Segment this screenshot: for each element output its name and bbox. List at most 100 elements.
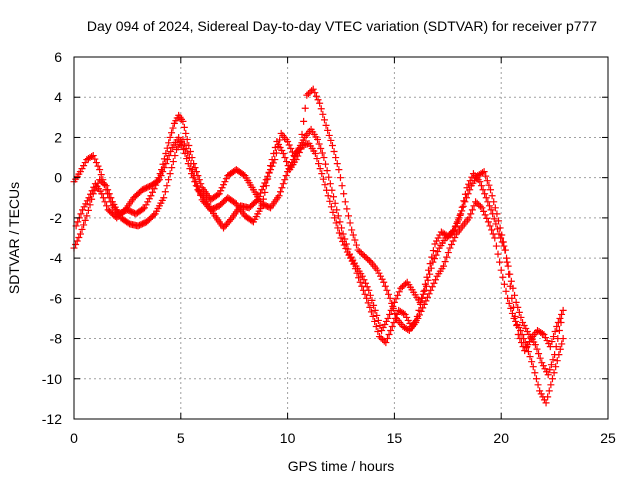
data-point-marker [491, 234, 499, 242]
data-point-marker [99, 179, 107, 187]
data-point-marker [479, 169, 487, 177]
data-point-marker [343, 248, 351, 256]
data-point-marker [521, 347, 529, 355]
data-point-marker [507, 277, 515, 285]
data-point-marker [79, 206, 87, 214]
data-point-marker [296, 144, 304, 151]
data-point-marker [558, 310, 566, 318]
data-point-marker [326, 180, 334, 188]
data-point-marker [415, 306, 423, 314]
data-point-marker [272, 149, 280, 157]
data-point-marker [353, 269, 361, 277]
data-point-marker [473, 199, 481, 207]
data-point-marker [139, 205, 147, 213]
data-point-marker [191, 178, 199, 186]
data-point-marker [77, 210, 85, 218]
data-point-marker [167, 148, 175, 156]
data-point-marker [401, 310, 409, 318]
data-point-marker [331, 214, 339, 222]
data-point-marker [165, 176, 173, 184]
data-point-marker [255, 192, 263, 200]
data-point-marker [500, 280, 508, 288]
data-point-marker [451, 233, 459, 241]
data-point-marker [476, 178, 484, 186]
data-point-marker [74, 218, 82, 226]
data-point-marker [159, 168, 167, 176]
data-point-marker [283, 158, 291, 166]
data-point-marker [87, 190, 95, 198]
data-point-marker [192, 182, 200, 190]
data-point-marker [422, 297, 430, 305]
data-point-marker [330, 193, 338, 201]
data-point-marker [502, 287, 510, 295]
y-tick-label: 0 [54, 170, 62, 186]
data-point-marker [555, 351, 563, 359]
data-point-marker [349, 231, 357, 239]
data-point-marker [214, 191, 222, 199]
data-point-marker [381, 320, 389, 328]
y-axis-label: SDTVAR / TECUs [6, 182, 22, 294]
data-point-marker [105, 190, 113, 198]
data-point-marker [503, 258, 511, 266]
data-point-marker [140, 204, 148, 212]
data-point-marker [364, 255, 372, 263]
data-point-marker [298, 130, 306, 138]
data-point-marker [184, 160, 192, 168]
data-point-marker [339, 230, 347, 238]
data-point-marker [548, 338, 556, 346]
data-point-marker [317, 145, 325, 153]
data-point-marker [418, 294, 426, 302]
data-point-marker [378, 327, 386, 335]
data-point-marker [390, 318, 398, 326]
data-point-marker [162, 160, 170, 168]
data-point-marker [374, 328, 382, 336]
data-point-marker [88, 187, 96, 195]
data-point-marker [83, 197, 91, 205]
data-point-marker [496, 258, 504, 266]
data-point-marker [336, 174, 344, 182]
data-point-marker [455, 214, 463, 222]
data-point-marker [475, 201, 483, 209]
data-point-marker [366, 303, 374, 311]
data-point-marker [533, 345, 541, 353]
data-point-marker [227, 216, 235, 224]
data-point-marker [329, 208, 337, 216]
y-tick-label: -6 [50, 290, 63, 306]
data-point-marker [163, 156, 171, 164]
data-point-marker [463, 184, 471, 192]
data-point-marker [522, 344, 530, 352]
data-point-marker [500, 242, 508, 250]
series-track-a [70, 111, 565, 379]
chart-title: Day 094 of 2024, Sidereal Day-to-day VTE… [87, 18, 597, 34]
data-point-marker [142, 201, 150, 209]
data-point-marker [387, 327, 395, 335]
data-point-marker [318, 149, 326, 157]
data-point-marker [423, 273, 431, 281]
data-point-marker [328, 141, 336, 149]
data-point-marker [313, 155, 321, 163]
data-point-marker [186, 165, 194, 173]
data-point-marker [486, 222, 494, 230]
data-point-marker [363, 294, 371, 302]
data-point-marker [385, 290, 393, 298]
data-point-marker [358, 272, 366, 280]
data-point-marker [383, 335, 391, 343]
data-point-marker [404, 316, 412, 324]
data-point-marker [460, 197, 468, 205]
data-point-marker [97, 171, 105, 179]
x-tick-label: 20 [493, 430, 509, 446]
data-point-marker [222, 175, 230, 183]
data-series [70, 85, 567, 407]
data-point-marker [354, 246, 362, 254]
data-point-marker [368, 296, 376, 304]
data-point-marker [347, 254, 355, 262]
data-point-marker [187, 170, 195, 178]
data-point-marker [488, 192, 496, 200]
data-point-marker [169, 158, 177, 166]
y-tick-label: 4 [54, 89, 62, 105]
data-point-marker [73, 237, 81, 245]
data-point-marker [453, 218, 461, 226]
data-point-marker [154, 177, 162, 185]
data-point-marker [322, 160, 330, 168]
data-point-marker [431, 240, 439, 248]
